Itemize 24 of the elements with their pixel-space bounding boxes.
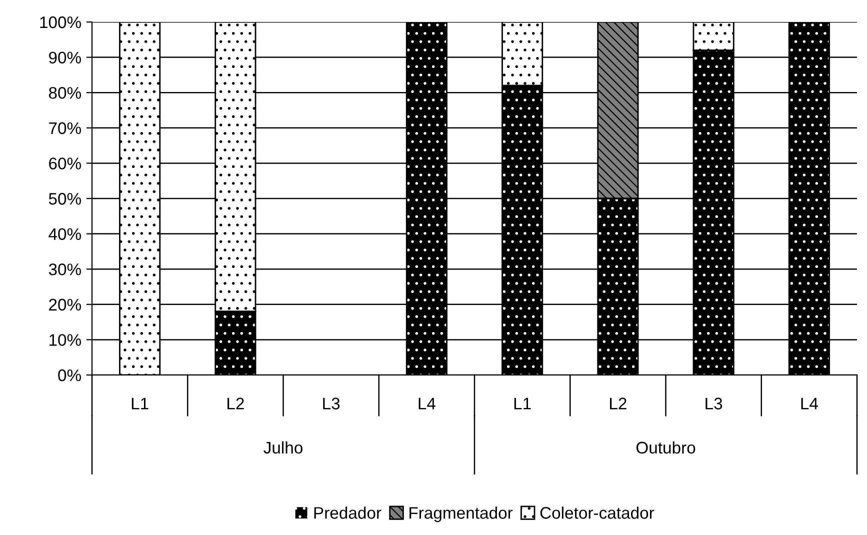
legend-label: Predador	[314, 506, 382, 519]
x-tick-label: L4	[418, 398, 436, 410]
y-tick-label: 100%	[40, 16, 81, 28]
y-tick-label: 50%	[48, 192, 81, 205]
text: Julho	[264, 441, 302, 454]
x-tick-label: L3	[323, 398, 340, 410]
y-tick-label: 10%	[49, 334, 81, 346]
x-tick-label: L2	[228, 398, 244, 410]
y-tick-label: 70%	[49, 122, 81, 134]
x-tick-label: L1	[514, 398, 531, 410]
legend-label: Coletor-catador	[540, 506, 654, 519]
y-tick-label: 40%	[48, 228, 81, 240]
y-tick-label: 20%	[49, 298, 81, 311]
y-tick-label: 0%	[58, 369, 81, 382]
y-tick-label: 60%	[49, 158, 81, 170]
x-tick-label: L4	[801, 398, 818, 410]
x-tick-label: L2	[610, 398, 626, 410]
y-tick-label: 80%	[48, 87, 81, 99]
legend-label: Fragmentador	[410, 506, 513, 522]
y-tick-label: 30%	[48, 264, 81, 276]
text: Outubro	[636, 441, 696, 454]
y-tick-label: 90%	[49, 52, 81, 64]
x-tick-label: L3	[706, 398, 722, 410]
x-tick-label: L1	[132, 398, 148, 410]
